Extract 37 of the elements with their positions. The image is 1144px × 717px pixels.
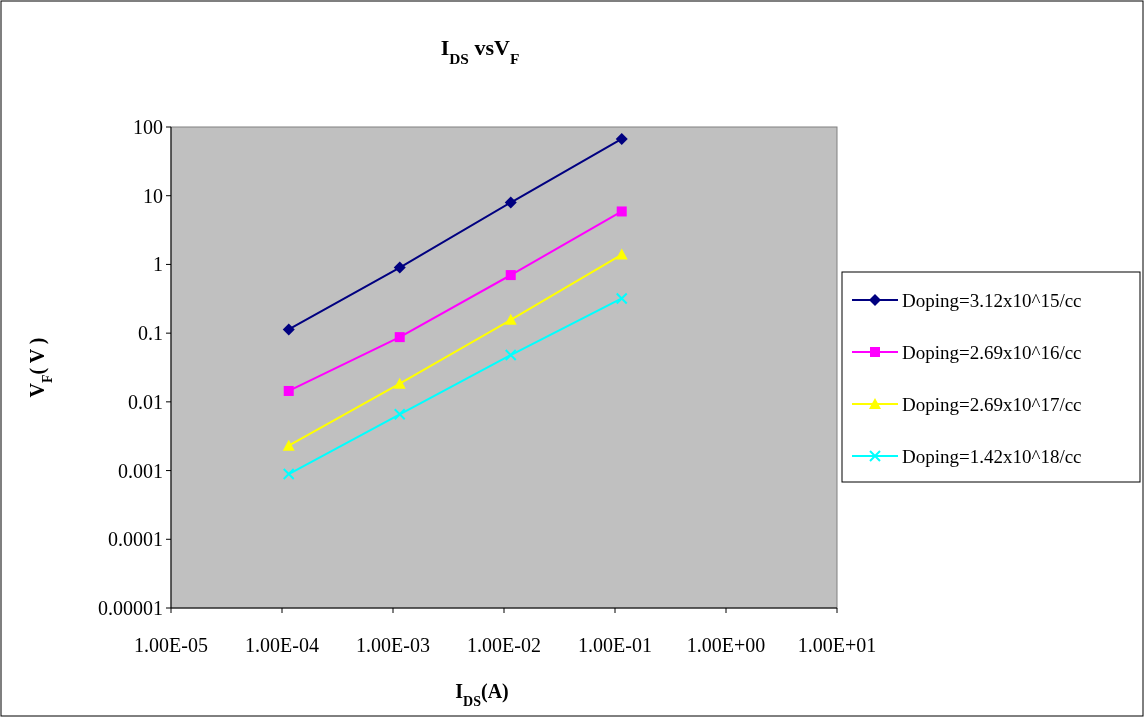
point xyxy=(394,332,405,343)
x-tick-label: 1.00E-05 xyxy=(134,634,208,656)
point xyxy=(393,377,406,389)
x-tick-label: 1.00E+01 xyxy=(797,634,877,656)
y-tick-label: 100 xyxy=(133,116,163,138)
x-tick-label: 1.00E-02 xyxy=(467,634,541,656)
point xyxy=(615,248,628,260)
point xyxy=(615,292,628,305)
point xyxy=(282,323,295,336)
x-tick-label: 1.00E+00 xyxy=(686,634,766,656)
point xyxy=(282,468,295,481)
point xyxy=(504,313,517,325)
y-tick-label: 0.0001 xyxy=(108,528,163,551)
legend-label: Doping=3.12x10^15/cc xyxy=(902,289,1082,311)
legend-label: Doping=1.42x10^18/cc xyxy=(902,445,1082,467)
point xyxy=(282,439,295,451)
y-tick-label: 10 xyxy=(143,184,163,207)
x-tick-label: 1.00E-04 xyxy=(245,634,319,656)
legend-label: Doping=2.69x10^17/cc xyxy=(902,393,1082,415)
point xyxy=(393,408,406,421)
x-tick-label: 1.00E-01 xyxy=(578,634,652,656)
y-tick-label: 1 xyxy=(153,253,163,276)
point xyxy=(615,132,628,145)
point xyxy=(504,349,517,362)
y-tick-label: 0.001 xyxy=(118,459,163,482)
point xyxy=(504,196,517,209)
point xyxy=(616,206,627,217)
y-tick-label: 0.00001 xyxy=(98,597,163,619)
point xyxy=(505,270,516,281)
x-axis-title: I$_{DS}$(A) xyxy=(455,680,509,709)
chart-title: I$_{DS}$ vsV$_{F}$ xyxy=(440,35,520,67)
x-tick-label: 1.00E-03 xyxy=(356,634,430,656)
y-tick-label: 0.1 xyxy=(138,322,163,345)
point xyxy=(283,385,294,396)
point xyxy=(393,261,406,274)
y-tick-label: 0.01 xyxy=(128,390,163,413)
legend-label: Doping=2.69x10^16/cc xyxy=(902,341,1082,363)
